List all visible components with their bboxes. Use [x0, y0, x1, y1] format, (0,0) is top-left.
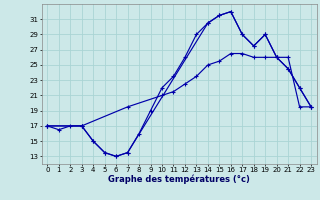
X-axis label: Graphe des températures (°c): Graphe des températures (°c)	[108, 175, 250, 184]
